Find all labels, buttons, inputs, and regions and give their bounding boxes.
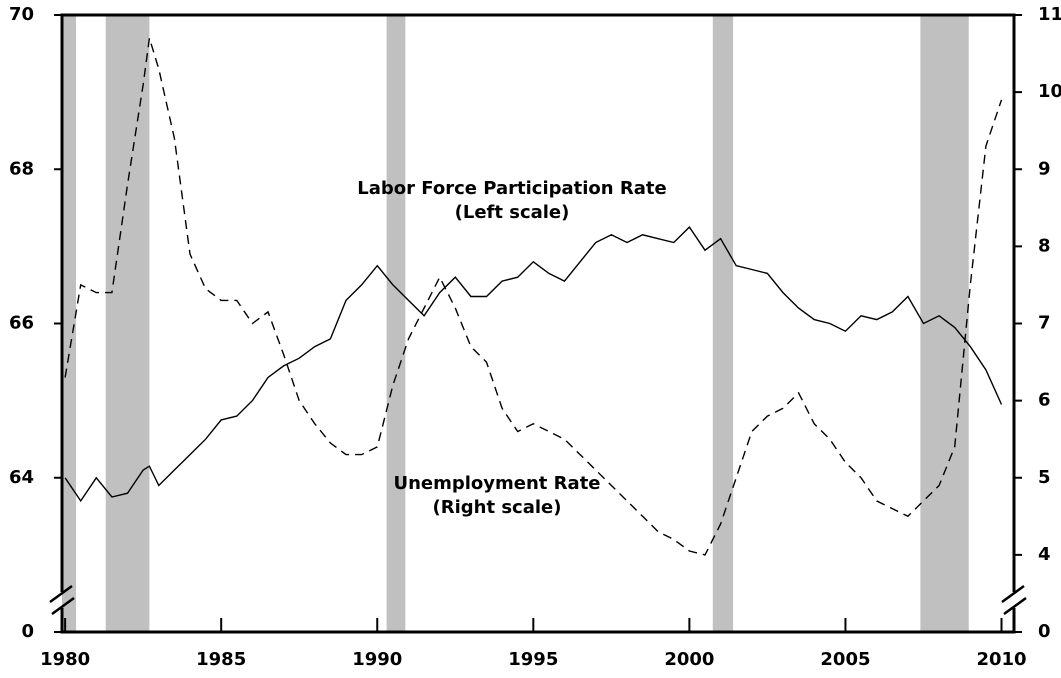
axis-frame <box>60 13 1016 634</box>
y2-tick-label: 10 <box>1038 81 1061 102</box>
annotation: (Right scale) <box>433 497 562 518</box>
axis-break <box>1001 584 1027 616</box>
x-tick-label: 1985 <box>196 649 246 670</box>
y2-tick-label: 5 <box>1038 467 1051 488</box>
annotation: Unemployment Rate <box>393 473 600 494</box>
y-tick-label: 68 <box>9 158 34 179</box>
x-tick-label: 1980 <box>40 649 90 670</box>
x-tick-label: 1995 <box>508 649 558 670</box>
annotation: Labor Force Participation Rate <box>357 178 666 199</box>
x-tick-label: 2010 <box>976 649 1026 670</box>
x-tick-label: 1990 <box>352 649 402 670</box>
series-line <box>64 226 1003 503</box>
recession-shade <box>712 15 734 632</box>
y2-tick-label: 11 <box>1038 4 1061 25</box>
y2-tick-label: 7 <box>1038 313 1051 334</box>
y2-tick-label: 9 <box>1038 158 1051 179</box>
recession-shade <box>920 15 969 632</box>
y2-tick-label: 6 <box>1038 390 1051 411</box>
y-tick-label: 64 <box>9 467 34 488</box>
recession-shade <box>386 15 406 632</box>
x-tick-label: 2005 <box>820 649 870 670</box>
y2-tick-label: 4 <box>1038 544 1051 565</box>
recession-shade <box>105 15 150 632</box>
axis-break <box>49 584 75 616</box>
recession-shade <box>62 15 77 632</box>
x-tick-label: 2000 <box>664 649 714 670</box>
series-line <box>64 37 1003 556</box>
y-tick-label: 70 <box>9 4 34 25</box>
annotation: (Left scale) <box>455 202 570 223</box>
y-tick-label: 0 <box>21 621 34 642</box>
y2-tick-label: 0 <box>1038 621 1051 642</box>
y2-tick-label: 8 <box>1038 235 1051 256</box>
y-tick-label: 66 <box>9 313 34 334</box>
